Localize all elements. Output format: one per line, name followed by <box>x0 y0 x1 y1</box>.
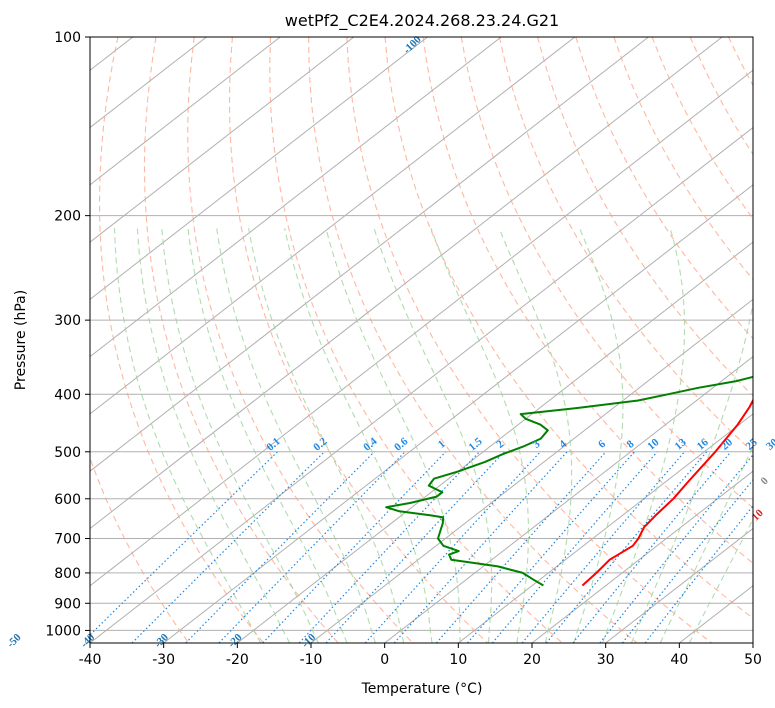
x-tick-label: -20 <box>226 652 249 668</box>
axis-ticks: -40 -30 -20 -10 0 10 20 30 40 50 100 200 300 400 500 60… <box>45 30 762 668</box>
x-tick-label: 20 <box>523 652 541 668</box>
mixing-ratio-line <box>435 451 607 643</box>
moist-adiabat-line <box>113 228 262 643</box>
y-tick-label: 400 <box>54 387 81 403</box>
x-tick-label: 0 <box>380 652 389 668</box>
dry-adiabat-line <box>308 37 638 643</box>
mixing-ratio-line <box>131 451 325 643</box>
y-tick-label: 800 <box>54 566 81 582</box>
x-tick-label: -10 <box>300 652 323 668</box>
dry-adiabat-line <box>187 37 414 643</box>
moist-adiabat-line <box>659 445 753 643</box>
isotherm-line <box>90 37 428 301</box>
y-tick-label: 700 <box>54 532 81 548</box>
dry-adiabat-line <box>346 37 713 643</box>
plot-frame <box>89 36 754 644</box>
isotherm-line <box>90 37 649 472</box>
dry-adiabat-line <box>422 37 753 564</box>
mixing-ratio-line <box>185 451 375 643</box>
moist-adiabat-line <box>216 228 376 643</box>
mixing-ratio-label: 1 <box>436 438 448 451</box>
moist-adiabat-line <box>248 228 405 643</box>
isotherm-line <box>163 184 753 643</box>
mixing-ratio-line <box>599 453 753 643</box>
plot-area <box>0 37 775 643</box>
moist-adiabat-line <box>284 228 433 643</box>
y-axis-label: Pressure (hPa) <box>13 290 29 390</box>
isotherm-line <box>752 642 753 643</box>
x-tick-label: 30 <box>597 652 615 668</box>
mixing-ratio-line <box>364 451 541 643</box>
mixing-ratio-line <box>262 451 447 643</box>
isotherm-line <box>90 37 355 243</box>
moist-adiabat-line <box>187 228 348 643</box>
mixing-ratio-line <box>621 478 753 643</box>
mixing-ratio-line <box>545 451 708 643</box>
isotherm-line <box>90 37 502 358</box>
chart-title: wetPf2_C2E4.2024.268.23.24.G21 <box>285 11 559 31</box>
x-tick-label: -40 <box>79 652 102 668</box>
plot-background <box>90 37 753 643</box>
isotherm-line <box>458 413 753 643</box>
mixing-ratio-line <box>298 451 480 643</box>
moist-adiabat-line <box>136 228 291 643</box>
dry-adiabat-line <box>767 37 775 643</box>
isotherm-line <box>90 37 723 530</box>
isotherm-line <box>90 37 281 186</box>
x-axis-label: Temperature (°C) <box>361 681 483 697</box>
dry-adiabat-line <box>537 37 753 397</box>
y-tick-label: 100 <box>54 30 81 46</box>
mixing-ratio-line <box>572 451 732 643</box>
dry-adiabat-line <box>269 37 563 643</box>
x-tick-label: 40 <box>670 652 688 668</box>
moist-adiabat-line <box>630 299 753 643</box>
moist-adiabat-line <box>688 518 753 643</box>
x-tick-label: 10 <box>449 652 467 668</box>
moist-adiabat-line <box>498 227 573 643</box>
isotherm-line <box>90 69 753 587</box>
isotherm-line <box>90 126 753 643</box>
moist-adiabat-line <box>430 228 529 643</box>
moist-adiabat-line <box>161 228 319 643</box>
isotherm-line <box>605 527 753 643</box>
dry-adiabat-line <box>460 37 753 509</box>
freezing-isotherm-label: 0 <box>759 475 772 488</box>
x-tick-label: -30 <box>152 652 175 668</box>
mixing-ratio-line <box>393 451 568 643</box>
y-tick-label: 200 <box>54 209 81 225</box>
mixing-ratio-label: 30 <box>764 436 775 453</box>
x-tick-label: 50 <box>744 652 762 668</box>
y-tick-label: 900 <box>54 596 81 612</box>
isotherm-line <box>90 37 576 415</box>
moist-adiabat-line <box>602 228 686 643</box>
dry-adiabat-line <box>143 37 339 643</box>
y-tick-label: 600 <box>54 492 81 508</box>
isotherm-line <box>0 37 59 643</box>
y-tick-label: 1000 <box>45 623 81 639</box>
isotherm-line <box>531 470 753 643</box>
temperature-profile-line <box>581 398 753 587</box>
dry-adiabat-line <box>384 37 753 620</box>
dry-adiabat-label: -50 <box>5 631 24 650</box>
moist-adiabat-line <box>325 228 461 643</box>
mixing-ratio-line <box>218 451 406 643</box>
moist-adiabat-line <box>373 228 493 643</box>
dry-adiabat-line <box>98 37 264 643</box>
isotherm-line <box>237 241 753 643</box>
y-tick-label: 500 <box>54 445 81 461</box>
dewpoint-profile-line <box>385 375 753 587</box>
y-tick-label: 300 <box>54 313 81 329</box>
dry-adiabat-line <box>228 37 488 643</box>
isotherm-line <box>384 356 753 643</box>
